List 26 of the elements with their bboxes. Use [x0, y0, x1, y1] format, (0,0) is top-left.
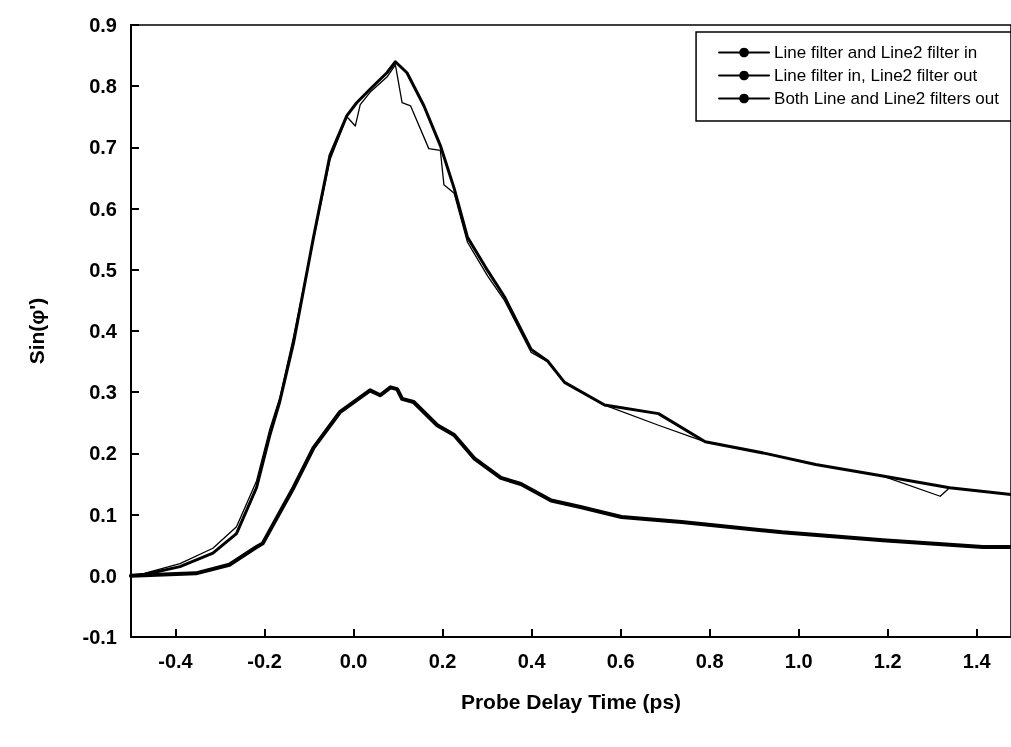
- y-tick-label: 0.4: [89, 320, 118, 342]
- x-tick-label: 0.6: [606, 650, 635, 672]
- legend-label: Line filter and Line2 filter in: [774, 43, 978, 62]
- x-tick-label: -0.2: [247, 650, 282, 672]
- y-tick-label: 0.2: [89, 442, 117, 465]
- y-tick-label: 0.6: [89, 197, 117, 220]
- legend-label: Both Line and Line2 filters out: [774, 89, 1000, 108]
- x-tick-label: 1.0: [784, 650, 813, 672]
- y-tick-label: 0.9: [89, 14, 117, 36]
- legend-label: Line filter in, Line2 filter out: [774, 66, 978, 85]
- x-tick-label: 1.2: [873, 650, 902, 672]
- x-tick-label: -0.4: [158, 650, 194, 672]
- y-tick-label: 0.0: [89, 564, 117, 587]
- y-tick-label: 0.3: [89, 381, 117, 404]
- x-tick-label: 1.4: [962, 650, 992, 672]
- x-tick-label: 0.8: [695, 650, 724, 672]
- y-tick-label: 0.5: [89, 258, 117, 281]
- y-tick-label: 0.1: [89, 503, 117, 526]
- x-tick-label: 0.0: [339, 650, 368, 672]
- x-axis-title: Probe Delay Time (ps): [460, 690, 682, 713]
- y-tick-label: 0.8: [89, 75, 117, 98]
- y-tick-label: -0.1: [82, 626, 117, 648]
- x-tick-label: 0.2: [428, 650, 457, 672]
- y-tick-label: 0.7: [89, 136, 117, 159]
- x-tick-label: 0.4: [517, 650, 547, 672]
- y-axis-title: Sin(φ'): [25, 297, 48, 365]
